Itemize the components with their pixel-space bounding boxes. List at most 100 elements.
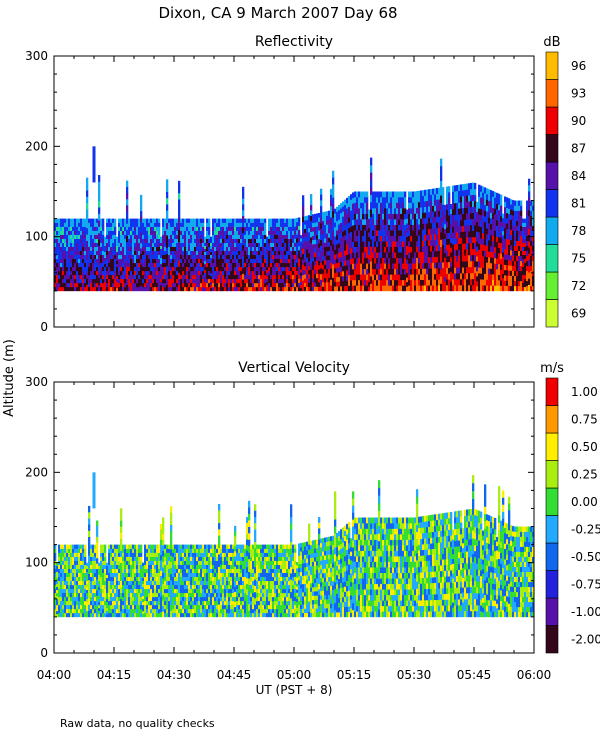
heatmap-cell	[472, 284, 475, 292]
heatmap-cell	[258, 246, 261, 252]
heatmap-cell	[318, 277, 321, 283]
heatmap-cell	[204, 245, 207, 250]
heatmap-cell	[380, 235, 383, 242]
heatmap-cell	[484, 193, 487, 200]
heatmap-cell	[100, 556, 103, 561]
heatmap-cell	[420, 246, 423, 253]
heatmap-cell	[210, 260, 213, 265]
heatmap-cell	[140, 221, 143, 228]
heatmap-cell	[74, 226, 77, 231]
heatmap-cell	[520, 260, 523, 267]
heatmap-cell	[146, 222, 149, 227]
heatmap-cell	[108, 548, 111, 553]
heatmap-cell	[156, 250, 159, 256]
heatmap-cell	[252, 222, 255, 227]
heatmap-cell	[184, 234, 187, 239]
heatmap-cell	[446, 267, 449, 274]
heatmap-cell	[324, 233, 327, 239]
heatmap-cell	[358, 252, 361, 259]
heatmap-cell	[114, 278, 117, 284]
heatmap-cell	[144, 266, 147, 272]
heatmap-cell	[456, 220, 459, 227]
heatmap-cell	[100, 564, 103, 569]
heatmap-cell	[258, 266, 261, 272]
heatmap-cell	[80, 246, 83, 252]
heatmap-cell	[376, 235, 379, 242]
heatmap-cell	[526, 275, 529, 282]
heatmap-cell	[80, 576, 83, 582]
heatmap-cell	[220, 238, 223, 243]
heatmap-cell	[138, 278, 141, 284]
heatmap-cell	[454, 191, 457, 198]
heatmap-cell	[390, 257, 393, 264]
heatmap-cell	[64, 218, 67, 223]
heatmap-cell	[74, 608, 77, 614]
heatmap-cell	[162, 238, 165, 243]
heatmap-cell	[396, 197, 399, 203]
heatmap-cell	[398, 252, 401, 259]
heatmap-cell	[216, 258, 219, 264]
heatmap-cell	[510, 199, 513, 205]
heatmap-cell	[220, 254, 223, 260]
heatmap-cell	[66, 230, 69, 235]
heatmap-cell	[388, 213, 391, 220]
heatmap-cell	[92, 600, 95, 606]
heatmap-cell	[214, 242, 217, 247]
heatmap-cell	[72, 274, 75, 280]
heatmap-cell	[316, 286, 319, 292]
heatmap-cell	[86, 190, 89, 197]
heatmap-cell	[174, 234, 177, 239]
heatmap-cell	[178, 223, 181, 231]
heatmap-cell	[218, 222, 221, 227]
heatmap-cell	[378, 235, 381, 242]
heatmap-cell	[290, 250, 293, 256]
heatmap-cell	[518, 230, 521, 236]
heatmap-cell	[234, 234, 237, 239]
heatmap-cell	[274, 254, 277, 260]
heatmap-cell	[350, 231, 353, 238]
heatmap-cell	[456, 261, 459, 268]
heatmap-cell	[474, 260, 477, 268]
heatmap-cell	[418, 207, 421, 214]
heatmap-cell	[486, 216, 489, 223]
heatmap-cell	[196, 238, 199, 243]
heatmap-cell	[64, 584, 67, 590]
heatmap-cell	[484, 204, 487, 211]
heatmap-cell	[332, 277, 335, 285]
heatmap-cell	[462, 255, 465, 262]
heatmap-cell	[510, 209, 513, 215]
heatmap-cell	[324, 282, 327, 287]
heatmap-cell	[424, 251, 427, 258]
heatmap-cell	[520, 230, 523, 236]
heatmap-cell	[528, 259, 531, 267]
heatmap-cell	[300, 247, 303, 251]
heatmap-cell	[120, 238, 123, 243]
heatmap-cell	[144, 234, 147, 239]
heatmap-cell	[432, 239, 435, 246]
heatmap-cell	[54, 262, 57, 268]
heatmap-cell	[448, 186, 451, 193]
heatmap-cell	[490, 268, 493, 275]
heatmap-cell	[436, 256, 439, 263]
heatmap-cell	[296, 282, 299, 288]
heatmap-cell	[268, 266, 271, 272]
heatmap-cell	[378, 219, 381, 225]
heatmap-cell	[396, 213, 399, 220]
heatmap-cell	[268, 274, 271, 280]
heatmap-cell	[90, 234, 93, 239]
heatmap-cell	[316, 213, 319, 219]
heatmap-cell	[244, 278, 247, 284]
heatmap-cell	[298, 221, 301, 226]
heatmap-cell	[180, 250, 183, 256]
heatmap-cell	[288, 286, 291, 292]
heatmap-cell	[112, 608, 115, 614]
heatmap-cell	[418, 218, 421, 225]
heatmap-cell	[288, 266, 291, 272]
heatmap-cell	[530, 255, 533, 262]
heatmap-cell	[272, 218, 275, 223]
heatmap-cell	[192, 262, 195, 268]
heatmap-cell	[372, 257, 375, 264]
heatmap-cell	[500, 200, 503, 206]
heatmap-cell	[138, 234, 141, 239]
heatmap-cell	[54, 278, 57, 284]
